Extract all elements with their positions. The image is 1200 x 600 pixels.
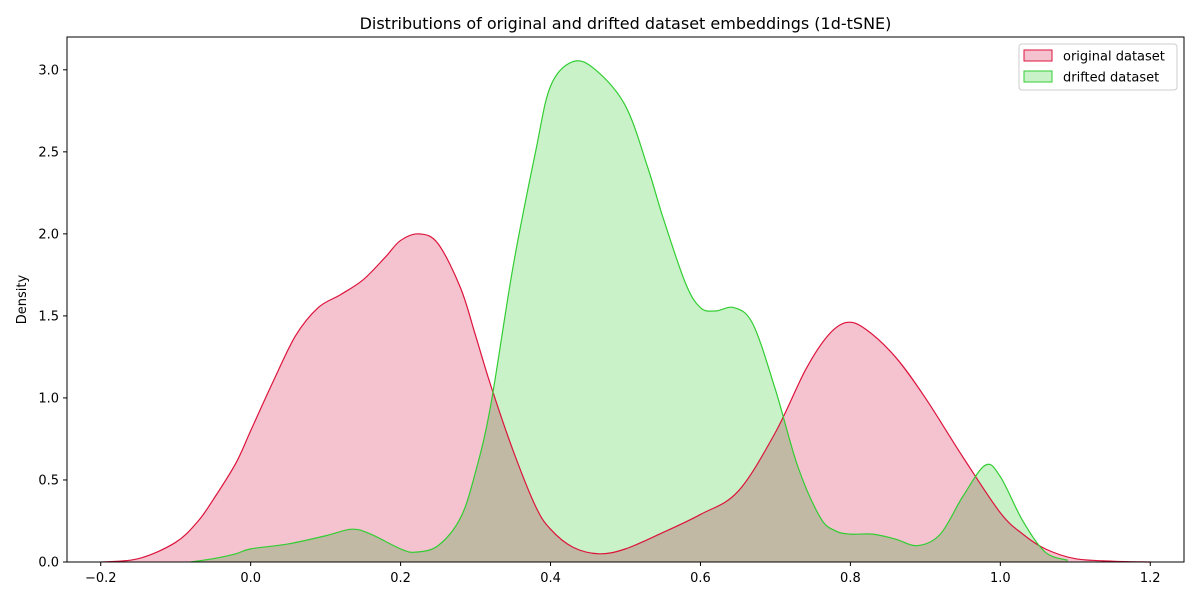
legend: original dataset drifted dataset [1018, 43, 1178, 91]
y-tick-label: 2.0 [38, 227, 59, 242]
x-tick-label: −0.2 [85, 571, 117, 586]
x-tick-label: 0.4 [540, 571, 561, 586]
x-tick-label: 1.0 [990, 571, 1011, 586]
x-tick-label: 1.2 [1140, 571, 1161, 586]
y-tick-label: 3.0 [38, 63, 59, 78]
drifted-dataset-area [190, 60, 1068, 562]
original-dataset-legend-swatch [1023, 49, 1053, 62]
legend-box [1018, 43, 1178, 91]
y-tick-label: 1.0 [38, 391, 59, 406]
x-tick-label: 0.8 [840, 571, 861, 586]
y-tick-label: 0.0 [38, 556, 59, 571]
plot-frame [66, 36, 1185, 563]
drifted-dataset-legend-swatch [1023, 70, 1053, 83]
plot-areas [100, 60, 1151, 563]
y-tick-label: 2.5 [38, 145, 59, 160]
original-dataset-area [100, 233, 1151, 562]
x-tick-label: 0.2 [390, 571, 411, 586]
original-dataset-line [100, 233, 1151, 563]
y-tick-label: 1.5 [38, 309, 59, 324]
x-tick-label: 0.6 [690, 571, 711, 586]
drifted-dataset-line [190, 60, 1069, 563]
x-axis: −0.2 0.0 0.2 0.4 0.6 0.8 1.0 1.2 [85, 562, 1161, 586]
y-axis-label: Density [15, 274, 30, 324]
x-tick-label: 0.0 [240, 571, 261, 586]
y-tick-label: 0.5 [38, 473, 59, 488]
chart-title: Distributions of original and drifted da… [360, 14, 892, 33]
y-axis: 0.0 0.5 1.0 1.5 2.0 2.5 3.0 [38, 63, 67, 571]
drifted-dataset-legend-label: drifted dataset [1063, 71, 1159, 86]
original-dataset-legend-label: original dataset [1063, 50, 1165, 65]
